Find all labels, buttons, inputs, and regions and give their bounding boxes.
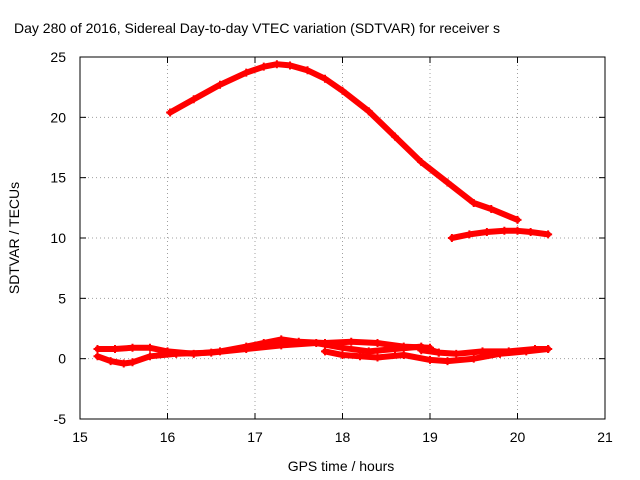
data-point — [447, 234, 456, 242]
data-point — [146, 343, 154, 352]
data-point — [286, 61, 294, 70]
data-point — [303, 66, 312, 75]
data-point — [93, 345, 102, 354]
data-point — [434, 348, 443, 357]
data-point — [242, 68, 251, 77]
data-point — [526, 227, 535, 236]
y-tick-label: 20 — [50, 109, 66, 125]
data-point — [443, 178, 452, 187]
data-point — [111, 345, 119, 354]
x-tick-label: 15 — [72, 429, 88, 445]
data-point — [544, 345, 553, 354]
data-point — [513, 226, 522, 235]
data-point — [119, 359, 128, 368]
data-point — [364, 107, 373, 116]
data-point — [128, 358, 137, 367]
data-point — [399, 351, 408, 360]
data-point — [417, 157, 426, 166]
x-tick-label: 18 — [335, 429, 351, 445]
series-arc-high — [167, 61, 521, 223]
data-point — [93, 352, 102, 361]
data-point — [166, 108, 175, 117]
y-axis-label: SDTVAR / TECUs — [6, 182, 22, 294]
x-tick-label: 20 — [510, 429, 526, 445]
data-point — [531, 345, 539, 354]
data-point — [513, 215, 522, 224]
grid-lines — [80, 57, 605, 419]
data-point — [216, 80, 224, 89]
data-point — [146, 352, 154, 361]
y-tick-label: 0 — [58, 351, 66, 367]
data-point — [128, 343, 137, 352]
y-tick-label: 5 — [58, 290, 66, 306]
data-point — [106, 357, 115, 366]
data-point — [426, 355, 434, 364]
x-tick-label: 16 — [160, 429, 176, 445]
data-point — [356, 352, 364, 361]
data-point — [373, 338, 382, 347]
data-point — [272, 60, 281, 69]
data-point — [443, 357, 452, 366]
data-point — [544, 230, 553, 239]
data-series — [93, 60, 553, 368]
data-point — [277, 341, 286, 350]
data-point — [391, 132, 399, 141]
x-tick-label: 17 — [247, 429, 263, 445]
data-point — [391, 345, 399, 354]
data-point — [347, 337, 356, 346]
data-point — [417, 346, 426, 355]
data-point — [338, 86, 347, 95]
data-point — [373, 353, 382, 362]
data-point — [321, 74, 329, 83]
x-tick-label: 19 — [422, 429, 438, 445]
data-point — [321, 347, 329, 356]
data-point — [259, 62, 268, 71]
data-point — [338, 343, 347, 352]
y-tick-label: -5 — [54, 411, 67, 427]
data-point — [482, 227, 491, 236]
data-point — [487, 205, 496, 214]
series-arc-low-1 — [94, 336, 433, 357]
data-point — [469, 354, 478, 363]
data-point — [504, 347, 513, 356]
data-point — [242, 345, 251, 354]
data-point — [478, 347, 487, 356]
data-point — [465, 230, 474, 239]
x-tick-label: 21 — [597, 429, 613, 445]
axis-ticks: 15 16 17 18 19 20 21 -5 0 5 10 15 20 25 — [50, 49, 613, 445]
data-point — [500, 226, 509, 235]
chart-title: Day 280 of 2016, Sidereal Day-to-day VTE… — [14, 20, 500, 36]
y-tick-label: 15 — [50, 170, 66, 186]
data-point — [469, 199, 478, 208]
data-point — [207, 348, 216, 357]
data-point — [172, 349, 181, 358]
data-point — [452, 349, 461, 358]
y-tick-label: 25 — [50, 49, 66, 65]
data-point — [338, 351, 347, 360]
data-point — [189, 95, 198, 104]
x-axis-label: GPS time / hours — [288, 458, 395, 474]
data-point — [312, 338, 321, 347]
y-tick-label: 10 — [50, 230, 66, 246]
